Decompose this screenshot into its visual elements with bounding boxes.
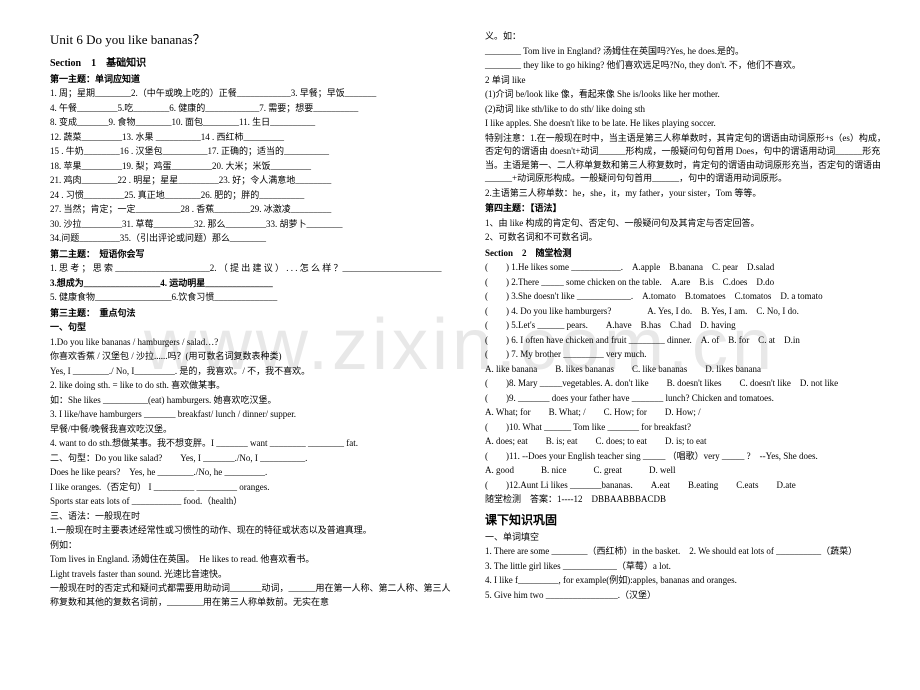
s3-line: 1.一般现在时主要表述经常性或习惯性的动作、现在的特征或状态以及普遍真理。 (50, 524, 455, 538)
r-line: ________ they like to go hiking? 他们喜欢远足吗… (485, 59, 890, 73)
r-line: 义。如： (485, 30, 890, 44)
unit-title: Unit 6 Do you like bananas？ (50, 30, 455, 50)
hw-line: 5. Give him two ________________.（汉堡） (485, 589, 890, 603)
right-column: 义。如： ________ Tom live in England? 汤姆住在英… (485, 30, 890, 610)
quiz-line: ( ) 7. My brother _________ very much. (485, 348, 890, 362)
topic2-head: 第二主题： 短语你会写 (50, 248, 455, 262)
t1-line: 12. 蔬菜_________13. 水果 __________14 . 西红柿… (50, 131, 455, 145)
t1-line: 34.问题_________35.（引出评论或问题）那么________ (50, 232, 455, 246)
section2-head: Section 2 随堂检测 (485, 247, 890, 261)
t1-line: 8. 变成_______9. 食物________10. 面包________1… (50, 116, 455, 130)
s3-line: Tom lives in England. 汤姆住在英国。 He likes t… (50, 553, 455, 567)
s1-line: 4. want to do sth.想做某事。我不想变胖。I _______ w… (50, 437, 455, 451)
r-line: 2 单词 like (485, 74, 890, 88)
quiz-line: ( ) 5.Let's ______ pears. A.have B.has C… (485, 319, 890, 333)
hw-line: 3. The little girl likes ____________（草莓… (485, 560, 890, 574)
s2-line: I like oranges.（否定句） I _________ _______… (50, 481, 455, 495)
quiz-line: ( )10. What ______ Tom like _______ for … (485, 421, 890, 435)
t1-line: 15 . 牛奶________16 . 汉堡包__________17. 正确的… (50, 145, 455, 159)
section1-head: Section 1 基础知识 (50, 56, 455, 71)
t1-line: 24 . 习惯_________25. 真正地________26. 肥的；胖的… (50, 189, 455, 203)
s2-line: Does he like pears? Yes, he ________./No… (50, 466, 455, 480)
t1-line: 27. 当然；肯定；一定__________28 . 香蕉________29.… (50, 203, 455, 217)
t1-line: 18. 苹果_________19. 梨；鸡蛋_________20. 大米；米… (50, 160, 455, 174)
t4-line: 2、可数名词和不可数名词。 (485, 231, 890, 245)
quiz-line: ( ) 3.She doesn't like ____________. A.t… (485, 290, 890, 304)
r-line: ________ Tom live in England? 汤姆住在英国吗?Ye… (485, 45, 890, 59)
s1-line: 如：She likes __________(eat) hamburgers. … (50, 394, 455, 408)
s1-line: 2. like doing sth. = like to do sth. 喜欢做… (50, 379, 455, 393)
quiz-line: ( ) 4. Do you like hamburgers? A. Yes, I… (485, 305, 890, 319)
s1-line: 3. I like/have hamburgers _______ breakf… (50, 408, 455, 422)
quiz-line: ( ) 6. I often have chicken and fruit __… (485, 334, 890, 348)
left-column: Unit 6 Do you like bananas？ Section 1 基础… (50, 30, 455, 610)
r-line: 特别注意：1.在一般现在时中，当主语是第三人称单数时，其肯定句的谓语由动词原形+… (485, 132, 890, 186)
s2-line: 二、句型：Do you like salad? Yes, I _______./… (50, 452, 455, 466)
quiz-line: ( )12.Aunt Li likes _______bananas. A.ea… (485, 479, 890, 493)
grammar-head: 三、语法：一般现在时 (50, 510, 455, 524)
answer-line: 随堂检测 答案：1----12 DBBAABBBACDB (485, 493, 890, 507)
t1-line: 30. 沙拉_________31. 草莓_________32. 那么____… (50, 218, 455, 232)
t1-line: 1. 周；星期________2.（中午或晚上吃的）正餐____________… (50, 87, 455, 101)
quiz-line: A. like banana B. likes bananas C. like … (485, 363, 890, 377)
r-line: I like apples. She doesn't like to be la… (485, 117, 890, 131)
hw-line: 4. I like f_________, for example(例如):ap… (485, 574, 890, 588)
t2-line: 1. 思 考 ； 思 索 _____________________2. （ 提… (50, 262, 455, 276)
quiz-line: ( ) 2.There _____ some chicken on the ta… (485, 276, 890, 290)
quiz-line: A. does; eat B. is; eat C. does; to eat … (485, 435, 890, 449)
quiz-line: A. good B. nice C. great D. well (485, 464, 890, 478)
t1-line: 4. 午餐_________5.吃________6. 健康的_________… (50, 102, 455, 116)
s2-line: Sports star eats lots of ___________ foo… (50, 495, 455, 509)
t2-bold: 3.想成为_________________4. 运动明星___________… (50, 278, 273, 288)
topic4-head: 第四主题：【语法】 (485, 202, 890, 216)
t2-line: 3.想成为_________________4. 运动明星___________… (50, 277, 455, 291)
s3-line: Light travels faster than sound. 光速比音速快。 (50, 568, 455, 582)
homework-head: 课下知识巩固 (485, 511, 890, 529)
t1-line: 21. 鸡肉________22 . 明星；星星_________23. 好；令… (50, 174, 455, 188)
quiz-line: ( ) 1.He likes some ___________. A.apple… (485, 261, 890, 275)
s1-line: 1.Do you like bananas / hamburgers / sal… (50, 336, 455, 350)
r-line: (2)动词 like sth/like to do sth/ like doin… (485, 103, 890, 117)
two-column-layout: Unit 6 Do you like bananas？ Section 1 基础… (50, 30, 900, 610)
s1-line: Yes, I ________./ No, I_________. 是的，我喜欢… (50, 365, 455, 379)
quiz-line: ( )8. Mary _____vegetables. A. don't lik… (485, 377, 890, 391)
sentence-head: 一、句型 (50, 321, 455, 335)
s1-line: 你喜欢香蕉 / 汉堡包 / 沙拉......吗？(用可数名词复数表种类) (50, 350, 455, 364)
topic3-head: 第三主题： 重点句法 (50, 307, 455, 321)
r-line: 2.主语第三人称单数：he，she，it，my father，your sist… (485, 187, 890, 201)
t4-line: 1、由 like 构成的肯定句、否定句、一般疑问句及其肯定与否定回答。 (485, 217, 890, 231)
hw-sub: 一、单词填空 (485, 531, 890, 545)
quiz-line: A. What; for B. What; / C. How; for D. H… (485, 406, 890, 420)
s3-line: 例如： (50, 539, 455, 553)
quiz-line: ( )11. --Does your English teacher sing … (485, 450, 890, 464)
r-line: (1)介词 be/look like 像，看起来像 She is/looks l… (485, 88, 890, 102)
topic1-head: 第一主题：单词应知道 (50, 73, 455, 87)
quiz-line: ( )9. _______ does your father have ____… (485, 392, 890, 406)
t2-line: 5. 健康食物_________________6.饮食习惯__________… (50, 291, 455, 305)
hw-line: 1. There are some ________（西红柿）in the ba… (485, 545, 890, 559)
s1-line: 早餐/中餐/晚餐我喜欢吃汉堡。 (50, 423, 455, 437)
s3-line: 一般现在时的否定式和疑问式都需要用助动词_______动词，______用在第一… (50, 582, 455, 609)
